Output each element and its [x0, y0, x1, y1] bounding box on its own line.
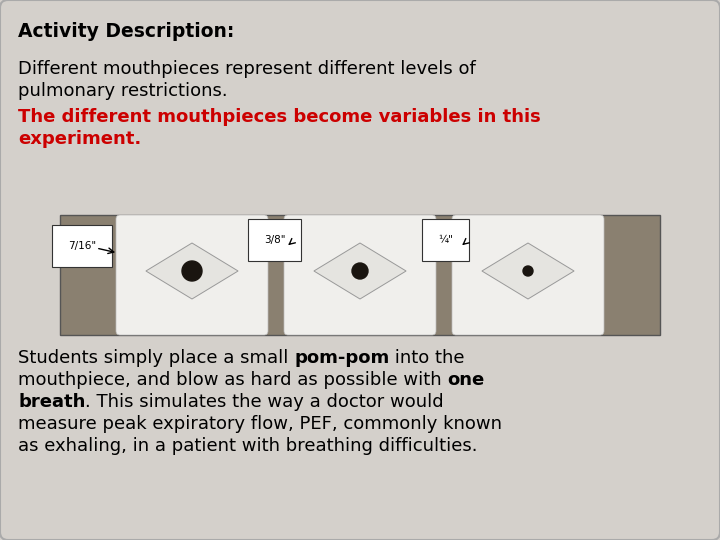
Text: 7/16": 7/16": [68, 241, 96, 251]
Text: 3/8": 3/8": [264, 235, 286, 245]
Polygon shape: [146, 243, 238, 299]
Circle shape: [182, 261, 202, 281]
FancyBboxPatch shape: [284, 215, 436, 335]
Text: . This simulates the way a doctor would: . This simulates the way a doctor would: [86, 393, 444, 411]
Text: as exhaling, in a patient with breathing difficulties.: as exhaling, in a patient with breathing…: [18, 437, 477, 455]
Text: mouthpiece, and blow as hard as possible with: mouthpiece, and blow as hard as possible…: [18, 371, 447, 389]
Circle shape: [352, 263, 368, 279]
Text: breath: breath: [18, 393, 86, 411]
Text: ¼": ¼": [438, 235, 453, 245]
Text: Students simply place a small: Students simply place a small: [18, 349, 294, 367]
FancyBboxPatch shape: [116, 215, 268, 335]
Text: pulmonary restrictions.: pulmonary restrictions.: [18, 82, 228, 100]
Bar: [60, 215, 660, 335]
Text: one: one: [447, 371, 485, 389]
Polygon shape: [482, 243, 574, 299]
Text: into the: into the: [390, 349, 465, 367]
Text: pom-pom: pom-pom: [294, 349, 390, 367]
Text: experiment.: experiment.: [18, 130, 141, 148]
Polygon shape: [314, 243, 406, 299]
Text: Different mouthpieces represent different levels of: Different mouthpieces represent differen…: [18, 60, 476, 78]
Text: measure peak expiratory flow, PEF, commonly known: measure peak expiratory flow, PEF, commo…: [18, 415, 502, 433]
Circle shape: [523, 266, 533, 276]
FancyBboxPatch shape: [452, 215, 604, 335]
Text: Activity Description:: Activity Description:: [18, 22, 235, 41]
Text: The different mouthpieces become variables in this: The different mouthpieces become variabl…: [18, 108, 541, 126]
